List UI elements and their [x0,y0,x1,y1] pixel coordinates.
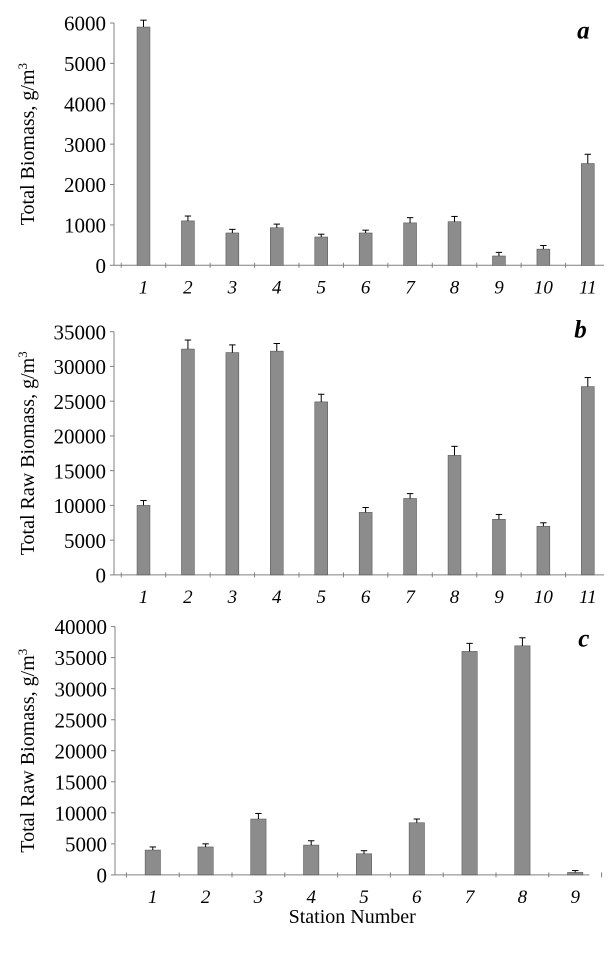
svg-text:6: 6 [412,887,422,908]
svg-text:9: 9 [494,277,504,298]
svg-text:7: 7 [405,277,416,298]
svg-text:5: 5 [359,887,369,908]
svg-text:40000: 40000 [55,615,108,639]
svg-text:10: 10 [534,277,554,298]
svg-text:15000: 15000 [55,770,108,794]
svg-text:5: 5 [316,277,326,298]
svg-text:30000: 30000 [54,355,107,379]
svg-text:0: 0 [96,564,107,588]
svg-text:4000: 4000 [64,92,106,116]
svg-text:5000: 5000 [65,832,107,856]
svg-text:2: 2 [183,277,193,298]
svg-text:3: 3 [253,887,264,908]
svg-text:25000: 25000 [54,390,107,414]
svg-text:7: 7 [405,587,416,608]
svg-text:7: 7 [465,887,476,908]
svg-text:6000: 6000 [64,12,106,36]
svg-text:4: 4 [306,887,316,908]
svg-text:8: 8 [450,587,460,608]
svg-text:2: 2 [183,587,193,608]
svg-text:6: 6 [361,277,371,298]
svg-text:2: 2 [201,887,211,908]
svg-text:1000: 1000 [64,214,106,238]
svg-text:c: c [578,626,589,653]
svg-text:2000: 2000 [64,173,106,197]
svg-text:Total Raw Biomass, g/m3: Total Raw Biomass, g/m3 [15,649,40,853]
svg-text:8: 8 [450,277,460,298]
svg-text:4: 4 [272,587,282,608]
svg-text:1: 1 [139,277,149,298]
svg-text:10000: 10000 [55,801,108,825]
svg-text:3000: 3000 [64,133,106,157]
svg-text:9: 9 [494,587,504,608]
svg-text:35000: 35000 [54,320,107,344]
svg-text:5000: 5000 [64,529,106,553]
svg-text:20000: 20000 [54,425,107,449]
svg-text:25000: 25000 [55,708,108,732]
svg-text:20000: 20000 [55,739,108,763]
svg-text:5: 5 [316,587,326,608]
svg-text:Total Raw Biomass, g/m3: Total Raw Biomass, g/m3 [15,351,40,555]
svg-text:Station Number: Station Number [289,906,417,928]
svg-text:11: 11 [579,587,597,608]
svg-text:6: 6 [361,587,371,608]
svg-text:Total Biomass, g/m3: Total Biomass, g/m3 [15,63,40,225]
svg-text:b: b [574,317,587,344]
svg-text:3: 3 [227,587,238,608]
svg-text:a: a [577,17,590,44]
svg-text:0: 0 [96,254,107,278]
svg-text:35000: 35000 [55,646,108,670]
svg-text:10: 10 [534,587,554,608]
svg-text:4: 4 [272,277,282,298]
svg-text:1: 1 [148,887,158,908]
svg-text:30000: 30000 [55,677,108,701]
svg-text:11: 11 [579,277,597,298]
svg-text:15000: 15000 [54,459,107,483]
svg-text:5000: 5000 [64,52,106,76]
svg-text:10000: 10000 [54,494,107,518]
svg-text:8: 8 [518,887,528,908]
svg-text:0: 0 [97,864,108,888]
svg-text:1: 1 [139,587,149,608]
svg-text:9: 9 [570,887,580,908]
svg-text:3: 3 [227,277,238,298]
